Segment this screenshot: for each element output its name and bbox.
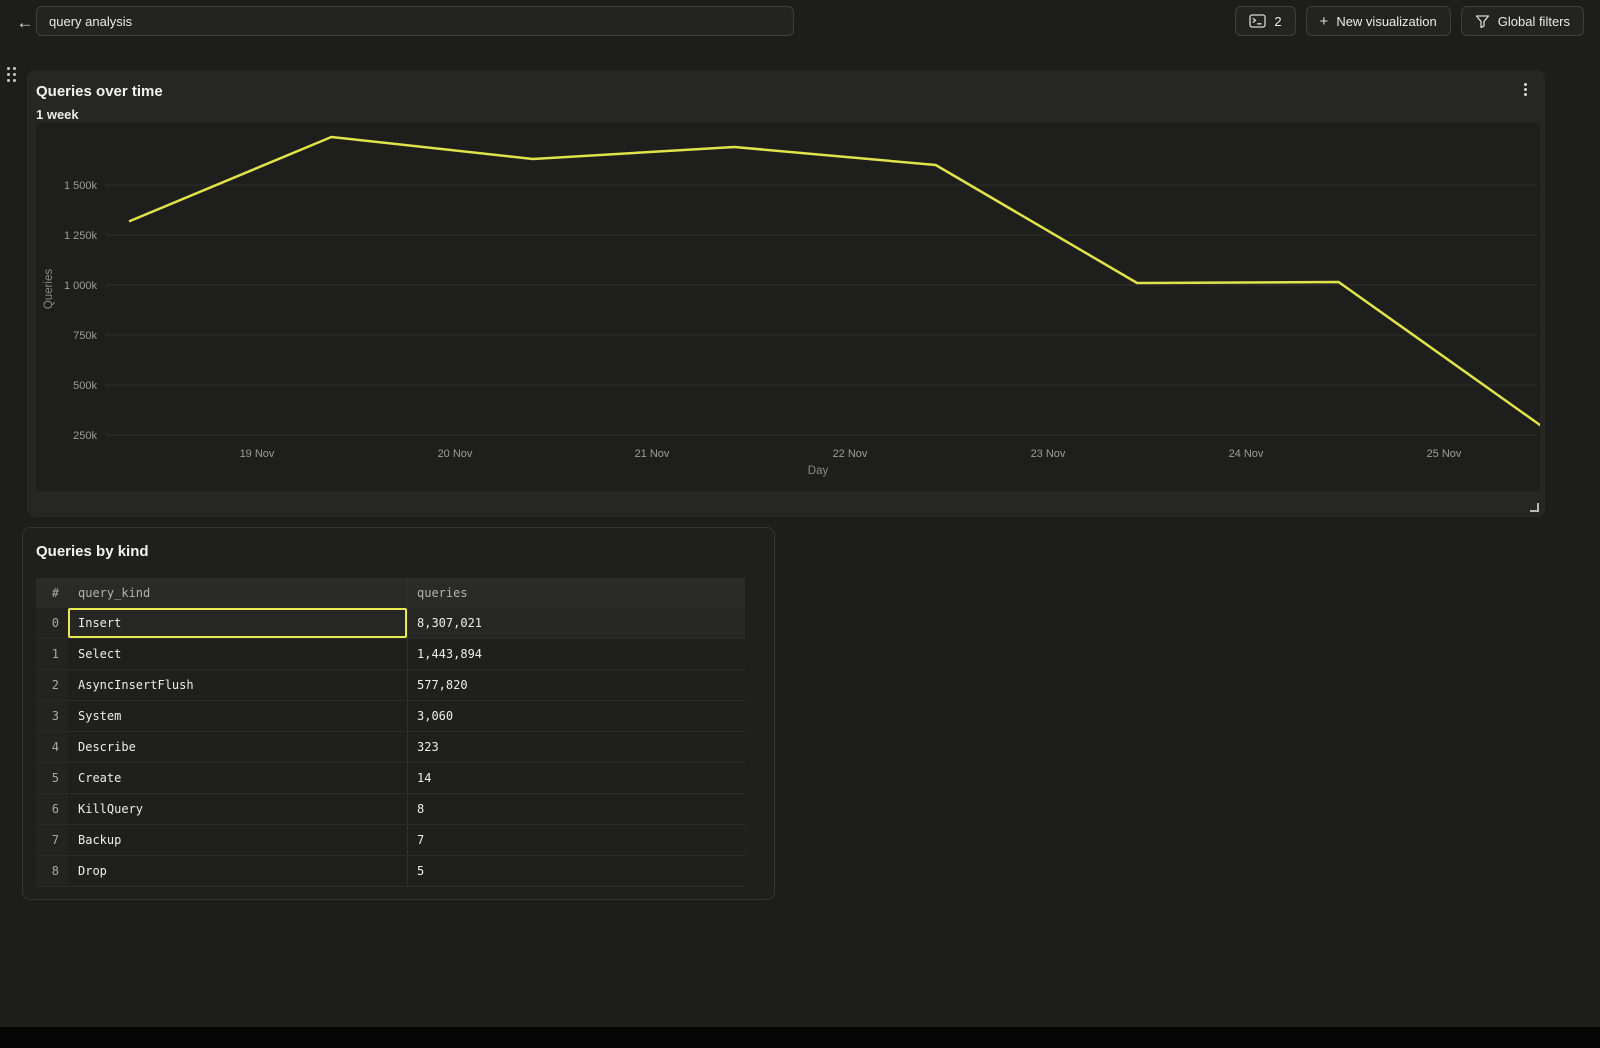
x-axis-title: Day (808, 465, 829, 477)
query-kind-cell[interactable]: Create (78, 771, 122, 785)
chart-plot-area: 1 500k 1 250k 1 000k 750k 500k 250k Queries 19 … (36, 123, 1542, 491)
x-tick-label: 21 Nov (635, 448, 670, 460)
y-tick-label: 1 500k (64, 180, 98, 192)
y-tick-label: 1 000k (64, 280, 98, 292)
topbar-actions: 2 + New visualization Global filters (1235, 6, 1584, 36)
sql-console-count-button[interactable]: 2 (1235, 6, 1296, 36)
queries-value-cell[interactable]: 8,307,021 (407, 608, 745, 638)
header-queries[interactable]: queries (407, 578, 745, 607)
chart-panel-subtitle: 1 week (36, 107, 79, 122)
global-filters-button[interactable]: Global filters (1460, 6, 1584, 36)
queries-value-cell[interactable]: 323 (407, 732, 745, 762)
filter-funnel-icon (1475, 14, 1490, 29)
row-index-cell: 8 (36, 856, 68, 886)
queries-value-cell[interactable]: 7 (407, 825, 745, 855)
y-tick-label: 500k (73, 380, 97, 392)
query-kind-cell[interactable]: Describe (78, 740, 136, 754)
queries-over-time-line-chart: 1 500k 1 250k 1 000k 750k 500k 250k Queries 19 … (43, 135, 1542, 477)
panel-drag-handle-icon[interactable] (7, 67, 16, 82)
table-row: 2 AsyncInsertFlush 577,820 (36, 670, 745, 701)
y-tick-label: 250k (73, 430, 97, 442)
row-index-cell: 6 (36, 794, 68, 824)
table-row: 8 Drop 5 (36, 856, 745, 887)
row-index-cell: 4 (36, 732, 68, 762)
dashboard-title-input[interactable] (36, 6, 794, 36)
queries-value-cell[interactable]: 5 (407, 856, 745, 886)
x-tick-label: 24 Nov (1229, 448, 1264, 460)
row-index-cell: 5 (36, 763, 68, 793)
queries-value-cell[interactable]: 14 (407, 763, 745, 793)
row-index-cell: 0 (36, 608, 68, 638)
x-tick-label: 25 Nov (1427, 448, 1462, 460)
y-tick-label: 1 250k (64, 230, 98, 242)
table-row: 6 KillQuery 8 (36, 794, 745, 825)
console-count-label: 2 (1274, 13, 1282, 29)
table-row: 0 Insert 8,307,021 (36, 608, 745, 639)
table-header-row: # query_kind queries (36, 578, 745, 608)
table-panel-title: Queries by kind (36, 543, 149, 560)
new-visualization-label: New visualization (1336, 13, 1437, 29)
queries-value-cell[interactable]: 1,443,894 (407, 639, 745, 669)
back-button[interactable]: ← (12, 10, 38, 36)
row-index-cell: 3 (36, 701, 68, 731)
x-tick-label: 23 Nov (1031, 448, 1066, 460)
arrow-left-icon: ← (16, 13, 34, 32)
chart-panel-header: Queries over time 1 week (27, 70, 1545, 122)
x-tick-label: 22 Nov (833, 448, 868, 460)
query-kind-cell[interactable]: Select (78, 647, 122, 661)
queries-over-time-panel: Queries over time 1 week 1 500k 1 250k 1 0… (27, 70, 1545, 517)
queries-by-kind-panel: Queries by kind # query_kind queries 0 Inser… (22, 527, 775, 900)
table-row: 5 Create 14 (36, 763, 745, 794)
y-tick-label: 750k (73, 330, 97, 342)
query-kind-cell[interactable]: Drop (78, 864, 107, 878)
global-filters-label: Global filters (1497, 13, 1570, 29)
row-index-cell: 7 (36, 825, 68, 855)
queries-line-series (128, 135, 1542, 427)
plus-icon: + (1319, 12, 1329, 30)
panel-resize-handle-icon[interactable] (1530, 503, 1539, 512)
query-kind-table: # query_kind queries 0 Insert 8,307,021 1 Selec… (36, 578, 745, 887)
chart-panel-title: Queries over time (36, 83, 163, 100)
header-query-kind[interactable]: query_kind (78, 585, 151, 600)
queries-value-cell[interactable]: 8 (407, 794, 745, 824)
queries-value-cell[interactable]: 577,820 (407, 670, 745, 700)
y-axis-title: Queries (43, 269, 55, 310)
queries-value-cell[interactable]: 3,060 (407, 701, 745, 731)
kebab-icon (1523, 82, 1527, 86)
table-row: 4 Describe 323 (36, 732, 745, 763)
topbar: ← 2 + New visualization Global (0, 0, 1600, 44)
sql-console-icon (1249, 14, 1266, 28)
query-kind-cell[interactable]: AsyncInsertFlush (78, 678, 194, 692)
query-kind-cell[interactable]: Backup (78, 833, 122, 847)
row-index-cell: 1 (36, 639, 68, 669)
query-kind-cell[interactable]: Insert (68, 608, 407, 638)
header-index: # (51, 585, 59, 600)
table-row: 3 System 3,060 (36, 701, 745, 732)
x-tick-label: 20 Nov (438, 448, 473, 460)
table-row: 7 Backup 7 (36, 825, 745, 856)
query-kind-cell[interactable]: KillQuery (78, 802, 144, 816)
x-tick-label: 19 Nov (240, 448, 275, 460)
chart-panel-menu-button[interactable] (1516, 78, 1534, 100)
query-kind-cell[interactable]: System (78, 709, 122, 723)
window-bottom-edge (0, 1027, 1600, 1048)
table-panel-header: Queries by kind (23, 528, 774, 560)
row-index-cell: 2 (36, 670, 68, 700)
table-row: 1 Select 1,443,894 (36, 639, 745, 670)
new-visualization-button[interactable]: + New visualization (1305, 6, 1451, 36)
